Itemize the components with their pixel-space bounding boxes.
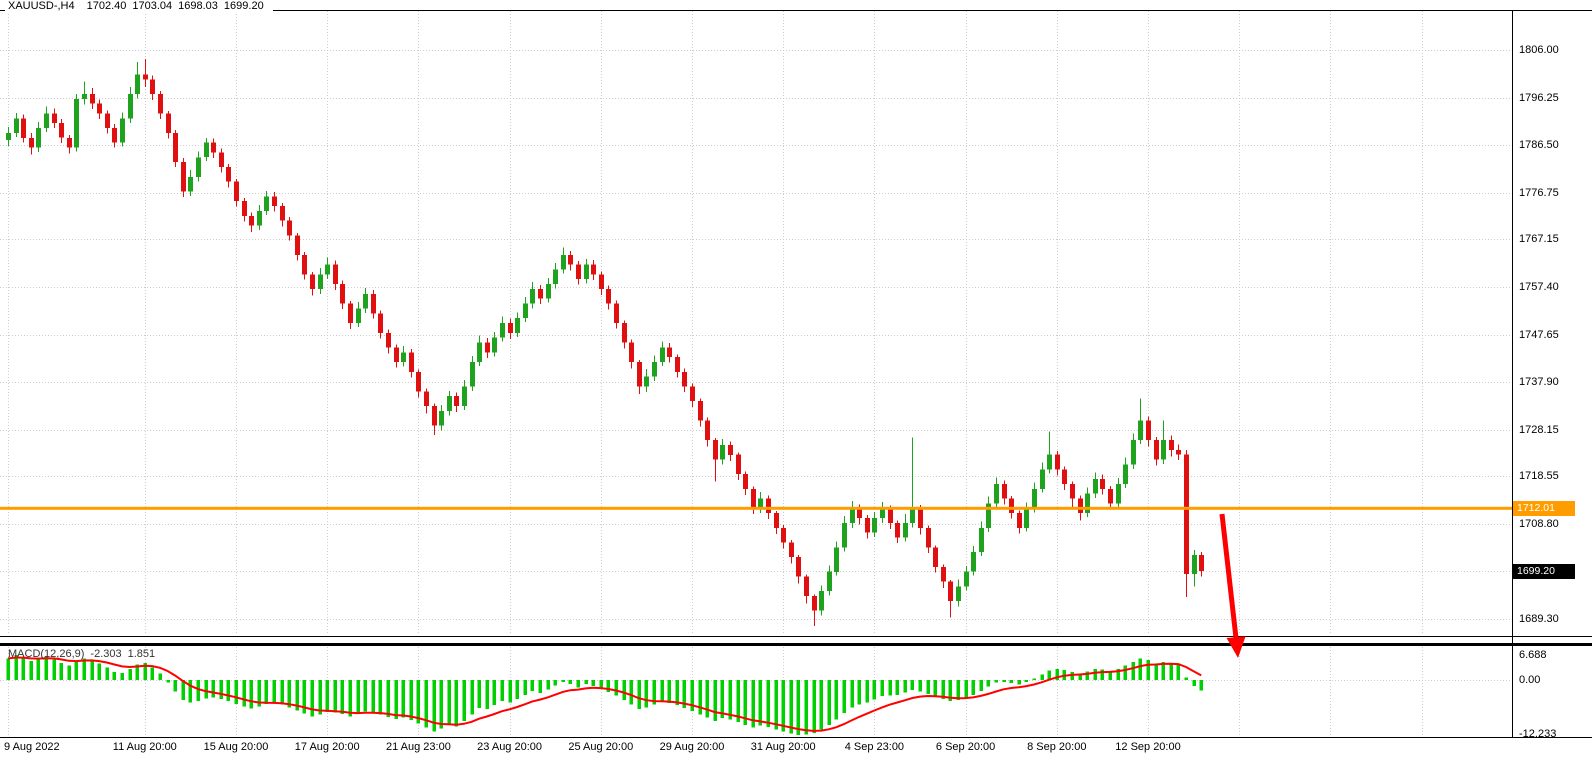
indicator-main-value: -2.303 (90, 648, 122, 660)
indicator-axis-label: -12.233 (1519, 728, 1557, 740)
time-axis-label: 29 Aug 20:00 (659, 741, 725, 753)
macd-signal-line (7, 656, 1202, 732)
price-axis-label: 1757.40 (1519, 280, 1559, 293)
indicator-axis-label: 6.688 (1519, 649, 1547, 661)
price-axis-label: 1796.25 (1519, 91, 1559, 104)
time-axis[interactable]: 9 Aug 2022 11 Aug 20:00 15 Aug 20:00 17 Aug… (0, 739, 1512, 761)
price-axis-label: 1776.75 (1519, 186, 1559, 199)
macd-histogram-layer (6, 654, 1203, 735)
price-axis-label: 1718.55 (1519, 470, 1559, 483)
price-axis-label: 1689.30 (1519, 613, 1559, 626)
time-axis-label: 8 Sep 20:00 (1027, 741, 1087, 753)
ohlc-high: 1703.04 (132, 0, 173, 12)
ohlc-open: 1702.40 (86, 0, 127, 12)
indicator-label: MACD(12,26,9) -2.303 1.851 (8, 648, 161, 661)
time-axis-label: 21 Aug 23:00 (385, 741, 451, 753)
price-axis-label: 1747.65 (1519, 328, 1559, 341)
time-axis-label: 15 Aug 20:00 (203, 741, 269, 753)
time-axis-label: 23 Aug 20:00 (477, 741, 543, 753)
ohlc-close: 1699.20 (223, 0, 264, 12)
symbol-timeframe: XAUUSD-,H4 (8, 0, 75, 12)
price-line[interactable] (0, 506, 1512, 510)
price-axis-label: 1708.80 (1519, 517, 1559, 530)
candles-layer (6, 58, 1204, 626)
indicator-axis-label: 0.00 (1519, 674, 1541, 686)
price-axis-label: 1786.50 (1519, 139, 1559, 152)
price-axis-label: 1767.15 (1519, 233, 1559, 246)
trend-arrow[interactable] (1219, 513, 1246, 658)
time-axis-label: 9 Aug 2022 (4, 741, 60, 753)
indicator-name: MACD(12,26,9) (8, 648, 85, 660)
price-line-badge[interactable]: 1712.01 (1513, 501, 1575, 517)
time-axis-label: 31 Aug 20:00 (750, 741, 816, 753)
symbol-ohlc-label: XAUUSD-,H4 1702.40 1703.04 1698.03 1699.20 (5, 0, 273, 13)
time-axis-label: 6 Sep 20:00 (935, 741, 996, 753)
current-price-badge: 1699.20 (1513, 563, 1575, 579)
grid-layer (0, 11, 1512, 737)
time-axis-label: 4 Sep 23:00 (844, 741, 905, 753)
price-axis-label: 1728.15 (1519, 423, 1559, 436)
price-axis-label: 1737.90 (1519, 376, 1559, 389)
pane-borders (0, 10, 1592, 738)
ohlc-low: 1698.03 (178, 0, 218, 12)
time-axis-label: 11 Aug 20:00 (112, 741, 177, 753)
time-axis-label: 12 Sep 20:00 (1115, 741, 1181, 753)
indicator-signal-value: 1.851 (127, 648, 156, 660)
time-axis-label: 25 Aug 20:00 (568, 741, 634, 753)
price-axis[interactable]: 1806.00 1796.25 1786.50 1776.75 1767.15 1757.… (1513, 10, 1592, 740)
time-axis-label: 17 Aug 20:00 (294, 741, 360, 753)
price-axis-label: 1806.00 (1519, 44, 1559, 56)
